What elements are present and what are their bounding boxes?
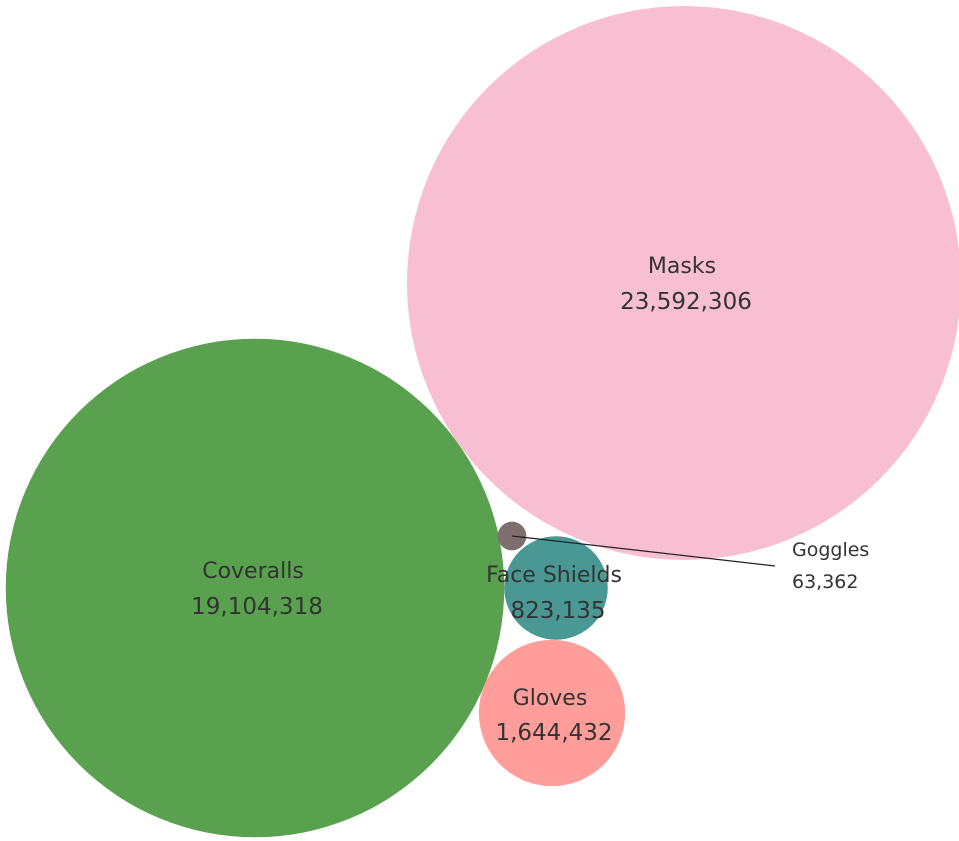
bubble-label-gloves: Gloves [513, 686, 588, 711]
bubble-value-coveralls: 19,104,318 [191, 594, 323, 620]
bubble-masks [407, 6, 959, 560]
callout-label-goggles: Goggles [792, 539, 869, 561]
bubble-coveralls [5, 338, 505, 838]
bubble-label-coveralls: Coveralls [202, 559, 304, 584]
bubble-value-face-shields: 823,135 [510, 598, 605, 624]
bubble-gloves [478, 639, 626, 787]
callout-value-goggles: 63,362 [792, 571, 858, 593]
bubble-value-gloves: 1,644,432 [495, 720, 612, 746]
bubble-value-masks: 23,592,306 [620, 289, 752, 315]
bubble-label-face-shields: Face Shields [486, 563, 622, 588]
bubble-label-masks: Masks [648, 254, 716, 279]
callout-line-goggles [511, 535, 776, 567]
bubble-face-shields [504, 536, 608, 640]
